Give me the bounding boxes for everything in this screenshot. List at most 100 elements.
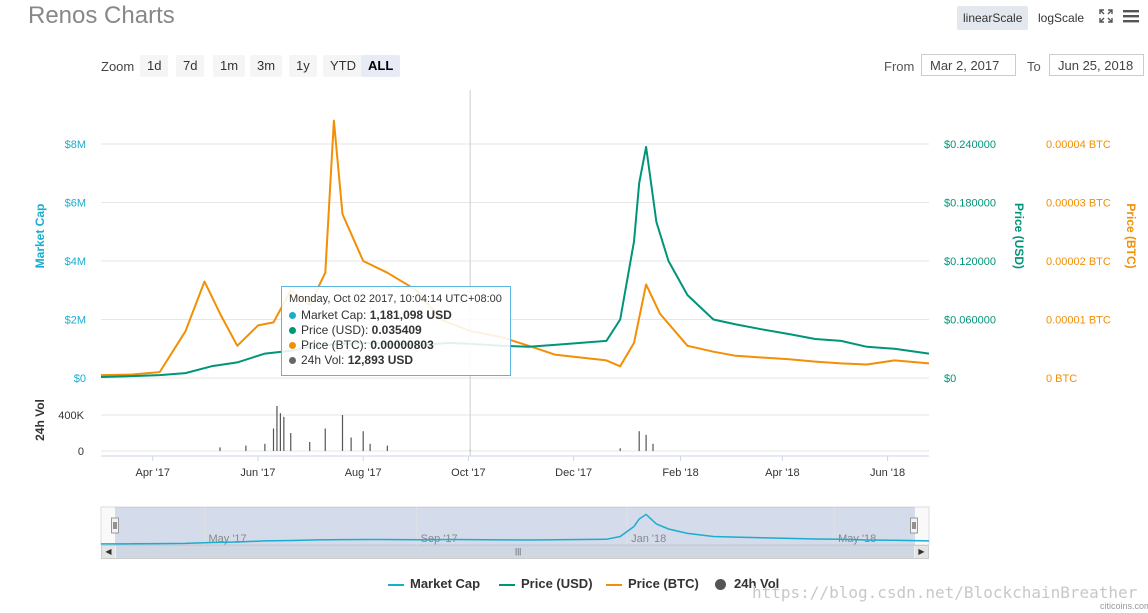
linear-scale-button[interactable]: linearScale — [957, 6, 1029, 30]
market-cap-tick-label: $8M — [65, 139, 86, 151]
scrollbar-thumb[interactable]: ||| — [116, 546, 914, 558]
legend-swatch — [715, 579, 726, 591]
volume-axis-title: 24h Vol — [33, 399, 47, 441]
navigator-handle — [910, 517, 918, 534]
x-tick-label: Apr '17 — [135, 467, 170, 479]
market-cap-tick-label: $2M — [65, 315, 86, 327]
volume-column — [283, 416, 285, 451]
tooltip-row-market-cap: Market Cap: 1,181,098 USD — [289, 308, 503, 323]
legend-swatch — [606, 583, 622, 586]
zoom-1d-button[interactable]: 1d — [140, 55, 169, 77]
legend-label: Market Cap — [410, 576, 481, 591]
legend-swatch — [499, 583, 515, 586]
navigator-handle — [111, 517, 119, 534]
tooltip-value: 1,181,098 USD — [369, 308, 452, 322]
volume-column — [276, 406, 278, 451]
from-label: From — [884, 59, 915, 74]
zoom-3m-button[interactable]: 3m — [250, 55, 283, 77]
tooltip-row-volume: 24h Vol: 12,893 USD — [289, 353, 503, 368]
price-usd-dot — [289, 327, 296, 335]
tooltip-value: 0.035409 — [371, 323, 422, 337]
market-cap-tick-label: $0 — [74, 373, 86, 385]
volume-column — [645, 434, 647, 451]
price-btc-tick-label: 0.00004 BTC — [1046, 139, 1111, 151]
grip-icon: ||| — [515, 547, 522, 556]
legend-price-usd[interactable]: Price (USD) — [499, 576, 593, 591]
legend-price-btc[interactable]: Price (BTC) — [606, 576, 699, 591]
log-scale-button[interactable]: logScale — [1038, 11, 1085, 25]
price-btc-tick-label: 0.00003 BTC — [1046, 198, 1111, 210]
credit-text: citicoins.com — [1100, 601, 1148, 611]
to-label: To — [1027, 59, 1041, 74]
zoom-7d-button[interactable]: 7d — [176, 55, 205, 77]
legend-market-cap[interactable]: Market Cap — [388, 576, 480, 591]
market-cap-axis-title: Market Cap — [33, 204, 47, 269]
tooltip-row-price-usd: Price (USD): 0.035409 — [289, 323, 503, 338]
x-tick-label: Jun '18 — [870, 467, 905, 479]
plot-area — [101, 90, 929, 383]
volume-column — [652, 443, 654, 451]
volume-column — [341, 415, 344, 451]
tooltip-value: 0.00000803 — [370, 338, 434, 352]
zoom-1y-button[interactable]: 1y — [289, 55, 317, 77]
price-btc-tick-label: 0.00002 BTC — [1046, 256, 1111, 268]
fullscreen-icon[interactable] — [1097, 8, 1115, 26]
legend-volume[interactable]: 24h Vol — [715, 576, 779, 591]
volume-column — [386, 445, 388, 451]
legend-label: 24h Vol — [734, 576, 780, 591]
market-cap-tick-label: $6M — [65, 198, 86, 210]
price-btc-tick-label: 0.00001 BTC — [1046, 315, 1111, 327]
chart-tooltip: Monday, Oct 02 2017, 10:04:14 UTC+08:00 … — [281, 286, 511, 376]
volume-column — [638, 431, 640, 451]
navigator-tick-label: May '17 — [209, 533, 247, 545]
volume-column — [279, 413, 281, 451]
tooltip-label: Price (BTC): — [301, 338, 371, 352]
price-usd-tick-label: $0.060000 — [944, 315, 996, 327]
volume-column — [272, 428, 275, 451]
scroll-right-arrow[interactable]: ▶ — [915, 546, 928, 558]
volume-column — [369, 443, 371, 451]
scroll-left-arrow[interactable]: ◀ — [102, 546, 115, 558]
volume-column — [324, 428, 326, 451]
volume-column — [290, 433, 292, 451]
from-date-input[interactable]: Mar 2, 2017 — [921, 54, 1016, 76]
zoom-1m-button[interactable]: 1m — [213, 55, 246, 77]
volume-column — [219, 447, 221, 451]
price-usd-tick-label: $0.180000 — [944, 198, 996, 210]
market-cap-tick-label: $4M — [65, 256, 86, 268]
zoom-ytd-button[interactable]: YTD — [323, 55, 363, 77]
volume-tick-label: 400K — [58, 410, 84, 422]
x-tick-label: Dec '17 — [555, 467, 592, 479]
price-usd-line — [100, 145, 930, 378]
watermark: https://blog.csdn.net/BlockchainBreather — [752, 583, 1138, 602]
price-usd-axis-title: Price (USD) — [1012, 203, 1026, 269]
volume-column — [350, 437, 352, 451]
market-cap-dot — [289, 312, 296, 320]
x-tick-label: Jun '17 — [240, 467, 275, 479]
to-date-input[interactable]: Jun 25, 2018 — [1049, 54, 1144, 76]
legend-label: Price (USD) — [521, 576, 593, 591]
tooltip-value: 12,893 USD — [347, 353, 414, 367]
x-tick-label: Apr '18 — [765, 467, 800, 479]
volume-dot — [289, 357, 296, 365]
navigator-tick-label: Jan '18 — [631, 533, 666, 545]
tooltip-label: Price (USD): — [301, 323, 372, 337]
volume-column — [619, 448, 621, 451]
navigator-series-line — [100, 513, 930, 545]
zoom-label: Zoom — [101, 59, 135, 74]
price-btc-tick-label: 0 BTC — [1046, 373, 1077, 385]
menu-icon[interactable] — [1122, 8, 1140, 26]
volume-column — [264, 443, 266, 451]
tooltip-row-price-btc: Price (BTC): 0.00000803 — [289, 338, 503, 353]
x-tick-label: Aug '17 — [345, 467, 382, 479]
volume-tick-label: 0 — [78, 446, 84, 458]
chart-title: Renos Charts — [28, 2, 175, 29]
zoom-all-button[interactable]: ALL — [361, 55, 401, 77]
tooltip-label: 24h Vol: — [301, 353, 348, 367]
navigator-scrollbar[interactable]: ◀ ||| ▶ — [101, 545, 929, 559]
x-tick-label: Oct '17 — [451, 467, 486, 479]
price-usd-tick-label: $0.120000 — [944, 256, 996, 268]
volume-column — [309, 442, 311, 451]
volume-column — [362, 431, 364, 451]
